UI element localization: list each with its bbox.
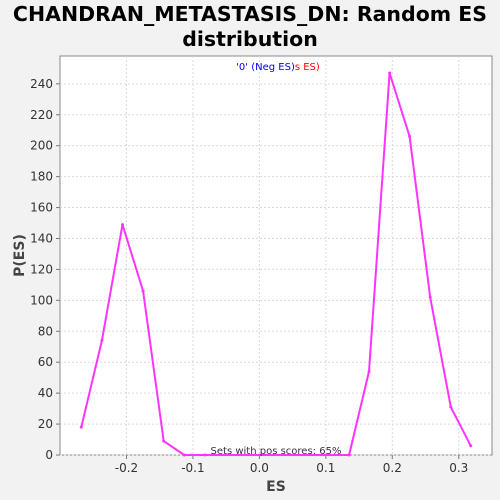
data-point (203, 453, 207, 457)
data-point (388, 71, 392, 75)
data-point (100, 339, 104, 343)
legend: '0' (Neg ES)s ES) (236, 62, 320, 73)
series-line (80, 72, 472, 456)
chart-title: CHANDRAN_METASTASIS_DN: Random ES distri… (0, 2, 500, 52)
chart-title-line-2: distribution (182, 27, 318, 51)
data-point (449, 405, 453, 409)
plot-area (59, 55, 493, 456)
y-tick-label: 140 (30, 231, 53, 245)
pos-score-annotation: Sets with pos scores: 65% (211, 446, 342, 457)
data-point (182, 453, 186, 457)
legend-part-neg: '0' (Neg ES) (236, 62, 295, 73)
data-point (120, 223, 124, 227)
x-tick-label: 0.3 (449, 461, 468, 475)
y-tick-label: 100 (30, 293, 53, 307)
chart-title-line-1: CHANDRAN_METASTASIS_DN: Random ES (12, 2, 488, 26)
legend-part-pos: s ES) (295, 62, 320, 73)
data-point (79, 425, 83, 429)
x-axis-label: ES (266, 479, 286, 495)
data-point (408, 134, 412, 138)
x-tick-label: 0.1 (316, 461, 335, 475)
gridlines (60, 56, 492, 456)
y-tick-label: 220 (30, 108, 53, 122)
data-point (367, 369, 371, 373)
y-tick-label: 20 (38, 417, 53, 431)
data-point (428, 295, 432, 299)
x-tick-label: 0.2 (383, 461, 402, 475)
data-point (347, 453, 351, 457)
y-tick-label: 240 (30, 77, 53, 91)
y-tick-label: 80 (38, 324, 53, 338)
y-tick-label: 60 (38, 355, 53, 369)
y-tick-label: 120 (30, 262, 53, 276)
data-point (162, 439, 166, 443)
series-layer (79, 71, 473, 457)
y-tick-label: 180 (30, 170, 53, 184)
x-tick-label: -0.1 (181, 461, 204, 475)
y-tick-label: 0 (45, 448, 53, 462)
x-tick-label: -0.2 (115, 461, 138, 475)
y-tick-label: 160 (30, 201, 53, 215)
axis-ticks: 0 20 40 60 80 100 120 140 160 180 200 220 240 -0.2 -0.… (30, 77, 468, 475)
y-tick-label: 200 (30, 139, 53, 153)
y-axis-label: P(ES) (12, 234, 28, 277)
data-point (469, 444, 473, 448)
data-point (141, 289, 145, 293)
y-tick-label: 40 (38, 386, 53, 400)
x-tick-label: 0.0 (250, 461, 269, 475)
